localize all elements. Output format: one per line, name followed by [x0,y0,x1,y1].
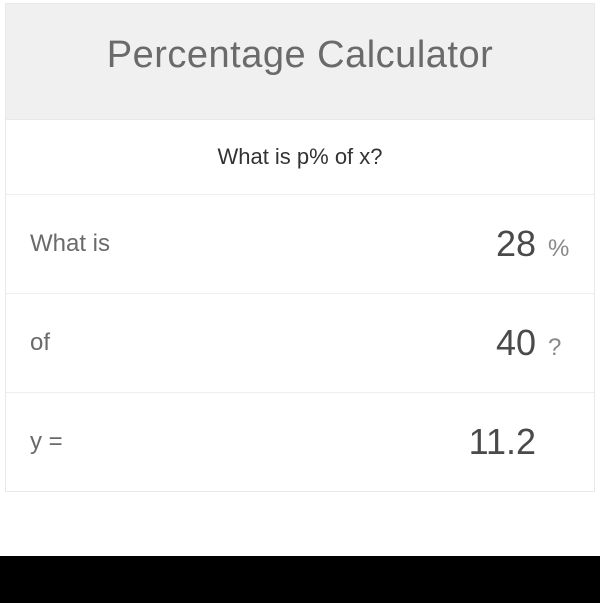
row-result: y = 11.2 [6,393,594,491]
suffix-question: ? [548,334,570,362]
value-wrap-what-is: 28 % [496,223,570,265]
suffix-percent: % [548,235,570,263]
row-what-is: What is 28 % [6,195,594,294]
value-wrap-result: 11.2 [469,421,570,463]
calculator-panel: Percentage Calculator What is p% of x? W… [5,3,595,492]
output-result[interactable]: 11.2 [469,421,536,463]
input-percentage[interactable]: 28 [496,223,536,265]
question-text: What is p% of x? [6,120,594,195]
bottom-bar [0,556,600,603]
label-of: of [30,329,50,357]
calculator-header: Percentage Calculator [6,4,594,120]
label-what-is: What is [30,230,110,258]
label-result: y = [30,428,63,456]
input-base-value[interactable]: 40 [496,322,536,364]
value-wrap-of: 40 ? [496,322,570,364]
row-of: of 40 ? [6,294,594,393]
page-title: Percentage Calculator [26,34,574,77]
